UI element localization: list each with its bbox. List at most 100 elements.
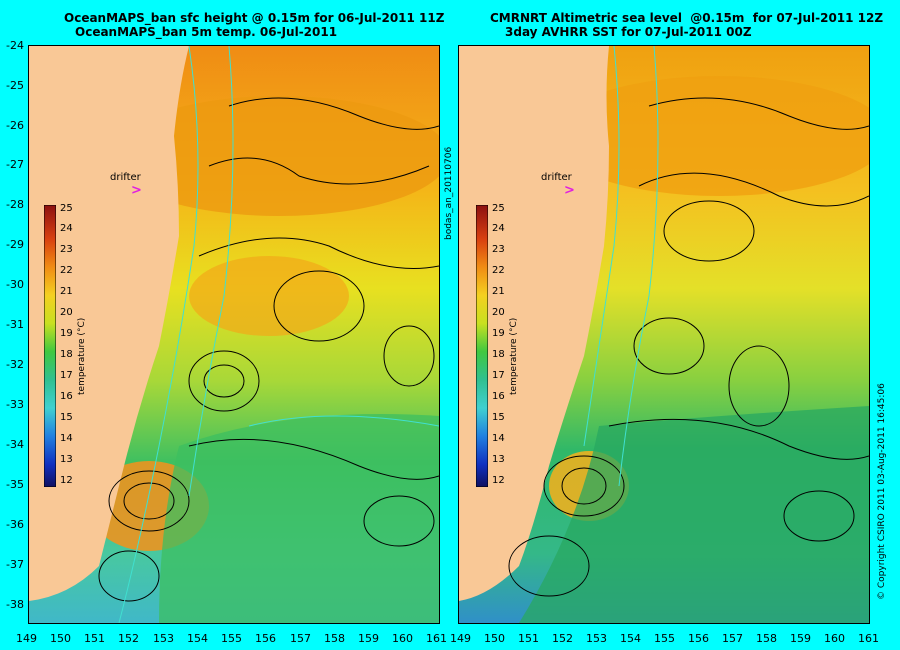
y-tick-label: -37	[6, 558, 24, 571]
x-tick-label: 160	[392, 632, 413, 645]
x-tick-label: 160	[824, 632, 845, 645]
y-tick-label: -27	[6, 158, 24, 171]
colorbar-title: temperature (°C)	[77, 317, 87, 395]
y-tick-label: -24	[6, 39, 24, 52]
y-tick-label: -38	[6, 598, 24, 611]
x-tick-label: 149	[450, 632, 471, 645]
colorbar-tick: 20	[492, 307, 505, 318]
colorbar-tick: 22	[492, 265, 505, 276]
colorbar-left: 25 24 23 22 21 20 19 18 17 16 15 14 13 1…	[43, 203, 104, 488]
drifter-marker-icon: >	[564, 183, 575, 198]
colorbar-tick: 21	[60, 286, 73, 297]
right-map-panel	[458, 45, 870, 624]
x-tick-label: 150	[50, 632, 71, 645]
x-tick-label: 152	[118, 632, 139, 645]
colorbar-tick: 15	[492, 412, 505, 423]
colorbar-tick: 13	[60, 454, 73, 465]
colorbar-right: 25 24 23 22 21 20 19 18 17 16 15 14 13 1…	[475, 203, 536, 488]
colorbar-tick: 21	[492, 286, 505, 297]
colorbar-tick: 25	[60, 203, 73, 214]
colorbar-tick: 19	[60, 328, 73, 339]
x-tick-label: 150	[484, 632, 505, 645]
temp-contours	[583, 46, 659, 487]
drifter-label-right: drifter	[541, 172, 572, 183]
colorbar-tick: 16	[492, 391, 505, 402]
temp-contours	[118, 46, 439, 623]
x-tick-label: 161	[858, 632, 879, 645]
x-tick-label: 151	[84, 632, 105, 645]
colorbar-tick: 23	[60, 244, 73, 255]
x-tick-label: 156	[688, 632, 709, 645]
x-tick-label: 159	[358, 632, 379, 645]
x-tick-label: 154	[187, 632, 208, 645]
colorbar-tick: 14	[60, 433, 73, 444]
colorbar-tick: 22	[60, 265, 73, 276]
colorbar-tick: 20	[60, 307, 73, 318]
x-tick-label: 149	[16, 632, 37, 645]
ssh-contours	[98, 97, 439, 602]
x-tick-label: 154	[620, 632, 641, 645]
right-map-svg	[459, 46, 869, 623]
y-tick-label: -26	[6, 119, 24, 132]
run-id-label: bodas_an_20110706	[444, 146, 454, 240]
colorbar-tick: 19	[492, 328, 505, 339]
x-tick-label: 155	[221, 632, 242, 645]
warm-eddy	[189, 256, 349, 336]
ssh-contours	[508, 97, 869, 597]
colorbar-tick: 15	[60, 412, 73, 423]
colorbar-tick: 18	[492, 349, 505, 360]
y-tick-label: -36	[6, 518, 24, 531]
y-tick-label: -32	[6, 358, 24, 371]
colorbar-tick: 13	[492, 454, 505, 465]
left-map-panel	[28, 45, 440, 624]
colorbar-tick: 16	[60, 391, 73, 402]
land-australia	[459, 46, 609, 601]
y-tick-label: -28	[6, 198, 24, 211]
x-tick-label: 155	[654, 632, 675, 645]
colorbar-tick: 17	[492, 370, 505, 381]
x-tick-label: 159	[790, 632, 811, 645]
x-tick-label: 158	[756, 632, 777, 645]
x-tick-label: 152	[552, 632, 573, 645]
x-tick-label: 161	[426, 632, 447, 645]
y-tick-label: -33	[6, 398, 24, 411]
colorbar-tick: 12	[492, 475, 505, 486]
right-title-line1: CMRNRT Altimetric sea level @0.15m for 0…	[490, 11, 884, 25]
colorbar-scale	[43, 204, 57, 488]
cool-region	[159, 414, 439, 623]
colorbar-tick: 12	[60, 475, 73, 486]
colorbar-tick: 24	[60, 223, 73, 234]
x-tick-label: 153	[586, 632, 607, 645]
drifter-marker-icon: >	[131, 183, 142, 198]
land-australia	[29, 46, 189, 601]
drifter-label-left: drifter	[110, 172, 141, 183]
y-tick-label: -25	[6, 79, 24, 92]
y-tick-label: -34	[6, 438, 24, 451]
colorbar-tick: 24	[492, 223, 505, 234]
y-tick-label: -30	[6, 278, 24, 291]
y-tick-label: -29	[6, 238, 24, 251]
y-tick-label: -31	[6, 318, 24, 331]
colorbar-tick: 14	[492, 433, 505, 444]
x-tick-label: 151	[518, 632, 539, 645]
cool-region	[519, 406, 869, 623]
warm-region	[109, 96, 439, 216]
colorbar-tick: 18	[60, 349, 73, 360]
left-title-line1: OceanMAPS_ban sfc height @ 0.15m for 06-…	[64, 11, 445, 25]
y-tick-label: -35	[6, 478, 24, 491]
x-tick-label: 158	[324, 632, 345, 645]
colorbar-tick: 25	[492, 203, 505, 214]
x-tick-label: 157	[290, 632, 311, 645]
x-tick-label: 156	[255, 632, 276, 645]
x-tick-label: 157	[722, 632, 743, 645]
right-title-line2: 3day AVHRR SST for 07-Jul-2011 00Z	[505, 25, 752, 39]
colorbar-title: temperature (°C)	[509, 317, 519, 395]
copyright-label: © Copyright CSIRO 2011 03-Aug-2011 16:45…	[877, 383, 887, 600]
left-map-svg	[29, 46, 439, 623]
colorbar-scale	[475, 204, 489, 488]
x-tick-label: 153	[153, 632, 174, 645]
colorbar-tick: 23	[492, 244, 505, 255]
left-title-line2: OceanMAPS_ban 5m temp. 06-Jul-2011	[75, 25, 338, 39]
warm-region	[549, 76, 869, 196]
colorbar-tick: 17	[60, 370, 73, 381]
